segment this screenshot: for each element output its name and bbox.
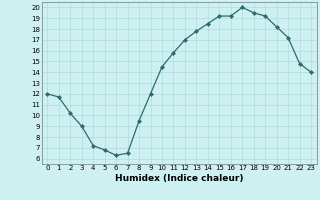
X-axis label: Humidex (Indice chaleur): Humidex (Indice chaleur) xyxy=(115,174,244,183)
